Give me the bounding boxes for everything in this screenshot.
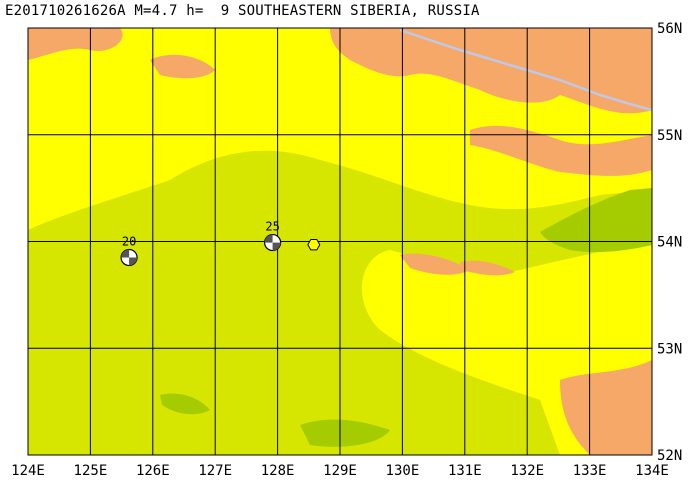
terrain-highland [330, 28, 652, 114]
longitude-tick-label: 130E [386, 463, 420, 479]
latitude-labels: 56N 55N 54N 53N 52N [657, 21, 682, 464]
map-frame [27, 27, 653, 456]
graticule [28, 28, 652, 455]
longitude-tick-label: 133E [573, 463, 607, 479]
terrain-highland [460, 260, 515, 276]
event-depth-label: 20 [122, 235, 136, 249]
terrain-highland [560, 360, 652, 455]
border-line [399, 28, 652, 112]
latitude-tick-label: 56N [657, 21, 682, 37]
epicenter-hexagon-icon[interactable] [307, 239, 321, 251]
map-title: E201710261626A M=4.7 h= 9 SOUTHEASTERN S… [5, 3, 480, 19]
longitude-tick-label: 134E [635, 463, 669, 479]
terrain-highland [400, 253, 470, 275]
terrain-valley [300, 419, 390, 447]
longitude-tick-label: 128E [261, 463, 295, 479]
longitude-tick-label: 132E [510, 463, 544, 479]
longitude-labels: 124E 125E 126E 127E 128E 129E 130E 131E 132E 133E… [11, 463, 669, 479]
terrain-highland [470, 125, 652, 176]
latitude-tick-label: 55N [657, 128, 682, 144]
longitude-tick-label: 127E [198, 463, 232, 479]
latitude-tick-label: 52N [657, 448, 682, 464]
event-beachball-icon[interactable] [264, 233, 282, 252]
terrain-highland [28, 28, 123, 60]
longitude-tick-label: 124E [11, 463, 45, 479]
terrain-valley [540, 188, 652, 253]
terrain-valley [160, 393, 210, 415]
event-depth-label: 25 [265, 220, 279, 234]
latitude-tick-label: 53N [657, 341, 682, 357]
terrain-lowland [28, 276, 331, 455]
terrain-highland [150, 54, 215, 79]
longitude-tick-label: 125E [74, 463, 108, 479]
latitude-tick-label: 54N [657, 235, 682, 251]
longitude-tick-label: 129E [323, 463, 357, 479]
longitude-tick-label: 131E [448, 463, 482, 479]
event-beachball-icon[interactable] [120, 248, 138, 267]
longitude-tick-label: 126E [136, 463, 170, 479]
